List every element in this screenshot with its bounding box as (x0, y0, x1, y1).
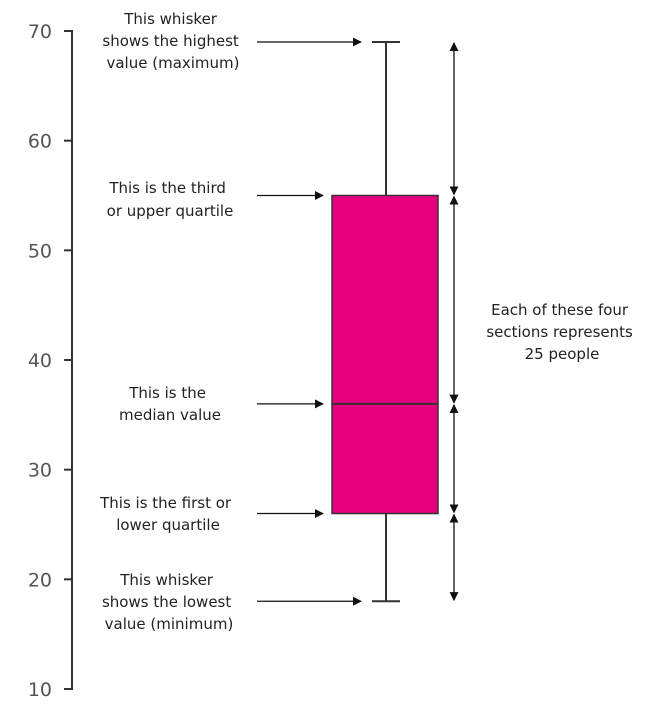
y-tick-label: 40 (28, 350, 52, 372)
max-annotation: This whisker shows the highest value (ma… (102, 10, 243, 72)
q1-annotation-line-1: This is the first or (99, 494, 232, 512)
q1-annotation-line-2: lower quartile (116, 516, 220, 534)
sections-annotation-line-1: Each of these four (491, 301, 629, 319)
y-tick-label: 60 (28, 131, 52, 153)
median-annotation: This is the median value (119, 384, 221, 424)
y-tick-label: 10 (28, 679, 52, 701)
max-annotation-line-3: value (maximum) (106, 54, 239, 72)
min-annotation-line-1: This whisker (119, 571, 214, 589)
sections-annotation: Each of these four sections represents 2… (486, 301, 637, 363)
q1-annotation: This is the first or lower quartile (99, 494, 236, 534)
q3-annotation: This is the third or upper quartile (107, 179, 234, 220)
y-axis-ticks: 10 20 30 40 50 60 70 (28, 21, 72, 701)
q3-annotation-line-2: or upper quartile (107, 202, 234, 220)
y-tick-label: 20 (28, 569, 52, 591)
sections-annotation-line-2: sections represents (486, 323, 633, 341)
y-tick-label: 70 (28, 21, 52, 43)
min-annotation: This whisker shows the lowest value (min… (102, 571, 236, 633)
median-annotation-line-1: This is the (128, 384, 206, 402)
y-tick-label: 30 (28, 460, 52, 482)
y-tick-label: 50 (28, 240, 52, 262)
median-annotation-line-2: median value (119, 406, 221, 424)
max-annotation-line-2: shows the highest (102, 32, 238, 50)
sections-annotation-line-3: 25 people (525, 345, 600, 363)
interquartile-box (331, 194, 439, 515)
box-plot (331, 40, 439, 603)
min-annotation-line-3: value (minimum) (105, 615, 234, 633)
q3-annotation-line-1: This is the third (108, 179, 226, 197)
annotation-arrows (257, 37, 362, 606)
max-annotation-line-1: This whisker (123, 10, 218, 28)
min-annotation-line-2: shows the lowest (102, 593, 231, 611)
